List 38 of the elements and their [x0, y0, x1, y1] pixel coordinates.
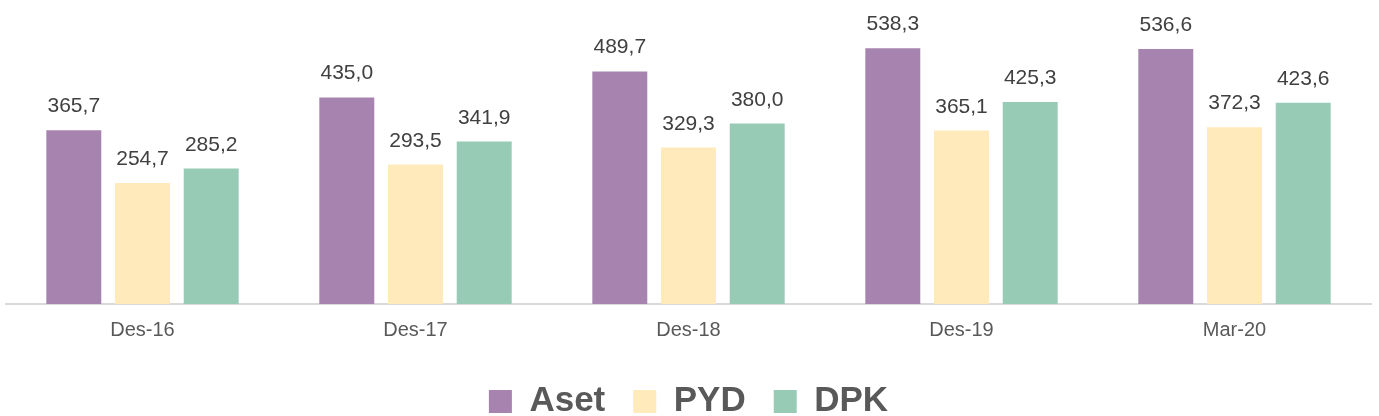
bar [1002, 101, 1058, 304]
x-tick-label: Des-17 [383, 317, 448, 340]
bar [1138, 49, 1194, 304]
x-tick-label: Des-18 [656, 317, 721, 340]
bar [46, 130, 102, 304]
data-label: 538,3 [866, 11, 920, 35]
data-label: 341,9 [457, 104, 511, 128]
data-label: 365,1 [935, 93, 988, 117]
bar [1275, 102, 1331, 304]
bar [934, 130, 989, 304]
bar [388, 164, 443, 304]
bar [592, 71, 648, 304]
data-label: 254,7 [116, 146, 169, 170]
bar [115, 183, 170, 304]
legend-label: Aset [529, 379, 606, 416]
data-label: 489,7 [593, 34, 647, 58]
data-label: 380,0 [730, 86, 784, 110]
data-label: 372,3 [1208, 90, 1261, 114]
x-tick-label: Mar-20 [1202, 317, 1267, 340]
legend-label: DPK [814, 379, 889, 416]
data-label: 425,3 [1003, 64, 1057, 88]
bar [865, 48, 921, 304]
bar [661, 147, 716, 304]
x-tick-label: Des-19 [929, 317, 994, 340]
data-label: 536,6 [1139, 12, 1193, 36]
bar [729, 123, 785, 304]
x-tick-label: Des-16 [110, 317, 175, 340]
bar [1207, 127, 1262, 304]
data-label: 435,0 [320, 60, 374, 84]
data-label: 293,5 [389, 127, 442, 151]
data-label: 329,3 [662, 110, 715, 134]
data-label: 365,7 [47, 93, 101, 117]
data-label: 285,2 [184, 131, 238, 155]
bar [319, 97, 375, 304]
bar [456, 141, 512, 304]
bar [183, 168, 239, 304]
legend-label: PYD [673, 379, 746, 416]
data-label: 423,6 [1276, 65, 1330, 89]
